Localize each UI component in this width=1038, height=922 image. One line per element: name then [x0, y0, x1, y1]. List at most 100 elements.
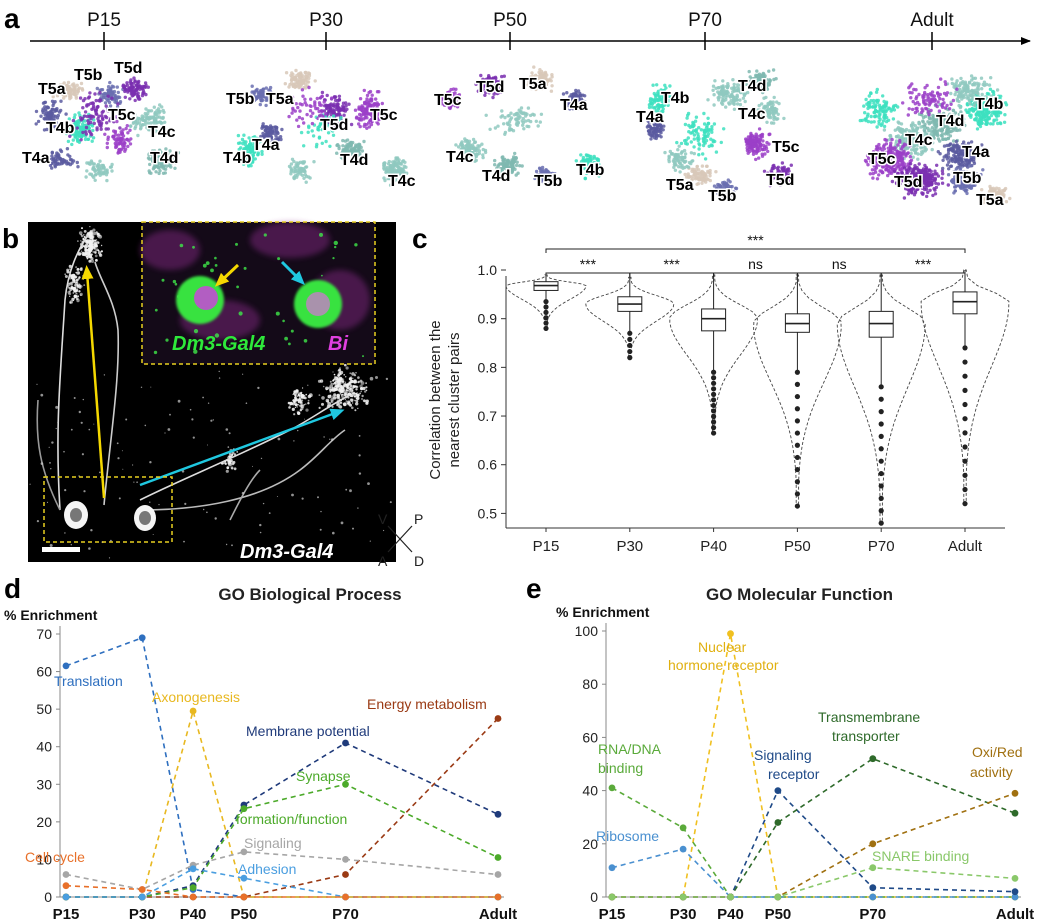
tsne-point [284, 71, 289, 75]
tsne-point [898, 138, 902, 143]
tsne-point [318, 103, 322, 107]
tsne-point [159, 120, 163, 125]
tsne-point [500, 109, 504, 113]
tsne-point [766, 103, 770, 107]
tsne-point [258, 102, 262, 107]
tsne-point [751, 138, 755, 143]
tsne-point [115, 85, 120, 89]
tsne-point [68, 154, 72, 159]
tsne-point [460, 142, 464, 146]
tsne-point [659, 125, 664, 129]
tsne-point [936, 137, 941, 141]
tsne-point [483, 150, 488, 155]
tsne-point [701, 171, 706, 175]
tsne-point [117, 95, 122, 100]
tsne-point [978, 113, 983, 118]
tsne-point [701, 152, 705, 156]
tsne-point [770, 105, 774, 109]
tsne-point [306, 130, 310, 134]
tsne-point [53, 160, 57, 164]
tsne-point [697, 147, 701, 151]
tsne-point [732, 102, 736, 107]
tsne-point [300, 173, 305, 177]
tsne-point [112, 96, 117, 100]
tsne-point [85, 169, 89, 173]
tsne-point [70, 158, 74, 162]
tsne-point [247, 136, 251, 140]
tsne-point [357, 116, 361, 121]
tsne-point [109, 87, 113, 91]
tsne-point [754, 132, 758, 136]
tsne-point [686, 136, 690, 140]
tsne-point [145, 117, 149, 121]
tsne-point [112, 129, 116, 133]
tsne-point [94, 98, 98, 103]
tsne-point [347, 102, 351, 106]
tsne-point [706, 98, 710, 102]
tsne-point [521, 123, 525, 128]
tsne-point [712, 122, 717, 126]
tsne-point [44, 107, 48, 111]
tsne-point [328, 106, 333, 110]
tsne-point [941, 137, 945, 141]
tsne-point [76, 119, 81, 123]
tsne-point [909, 151, 913, 156]
tsne-point [708, 178, 712, 183]
tsne-point [291, 84, 295, 88]
tsne-point [487, 74, 491, 78]
tsne-point [157, 165, 161, 170]
tsne-point [757, 127, 762, 131]
tsne-point [257, 94, 262, 99]
tsne-point [100, 163, 104, 168]
tsne-point [330, 96, 334, 100]
tsne-point [155, 109, 159, 113]
tsne-point [123, 147, 128, 151]
tsne-point [61, 160, 65, 164]
tsne-point [111, 85, 116, 89]
tsne-point [463, 137, 467, 141]
tsne-point [134, 88, 139, 92]
tsne-point [925, 194, 929, 199]
tsne-point [46, 157, 51, 161]
tsne-point [81, 130, 85, 135]
tsne-point [761, 143, 766, 147]
tsne-point [743, 99, 747, 104]
tsne-point [349, 122, 354, 127]
tsne-point [676, 148, 680, 152]
tsne-point [351, 147, 355, 151]
tsne-point [84, 175, 88, 179]
tsne-point [941, 132, 945, 136]
stage-label-p70: P70 [688, 10, 722, 31]
tsne-point [931, 172, 935, 177]
tsne-point [97, 98, 101, 103]
tsne-point [728, 180, 732, 184]
tsne-point [988, 87, 993, 92]
tsne-point [152, 166, 156, 170]
tsne-point [725, 93, 729, 98]
tsne-point [123, 95, 128, 100]
tsne-point [126, 131, 130, 135]
tsne-point [538, 120, 542, 124]
tsne-point [989, 113, 994, 118]
tsne-point [134, 116, 138, 120]
tsne-point [95, 106, 99, 110]
tsne-point [304, 103, 309, 107]
tsne-point [236, 133, 241, 138]
tsne-point [118, 126, 122, 130]
tsne-point [708, 174, 712, 178]
tsne-point [336, 102, 340, 106]
tsne-point [52, 124, 56, 129]
tsne-point [137, 121, 142, 125]
tsne-point [675, 140, 679, 145]
tsne-point [767, 142, 771, 146]
tsne-point [731, 90, 735, 94]
tsne-point [43, 100, 48, 105]
tsne-point [136, 95, 140, 99]
tsne-point [162, 125, 167, 129]
tsne-point [108, 104, 113, 108]
tsne-point [701, 139, 706, 143]
tsne-point [313, 79, 317, 83]
tsne-point [83, 97, 87, 101]
tsne-point [916, 157, 920, 161]
tsne-point [884, 138, 888, 142]
